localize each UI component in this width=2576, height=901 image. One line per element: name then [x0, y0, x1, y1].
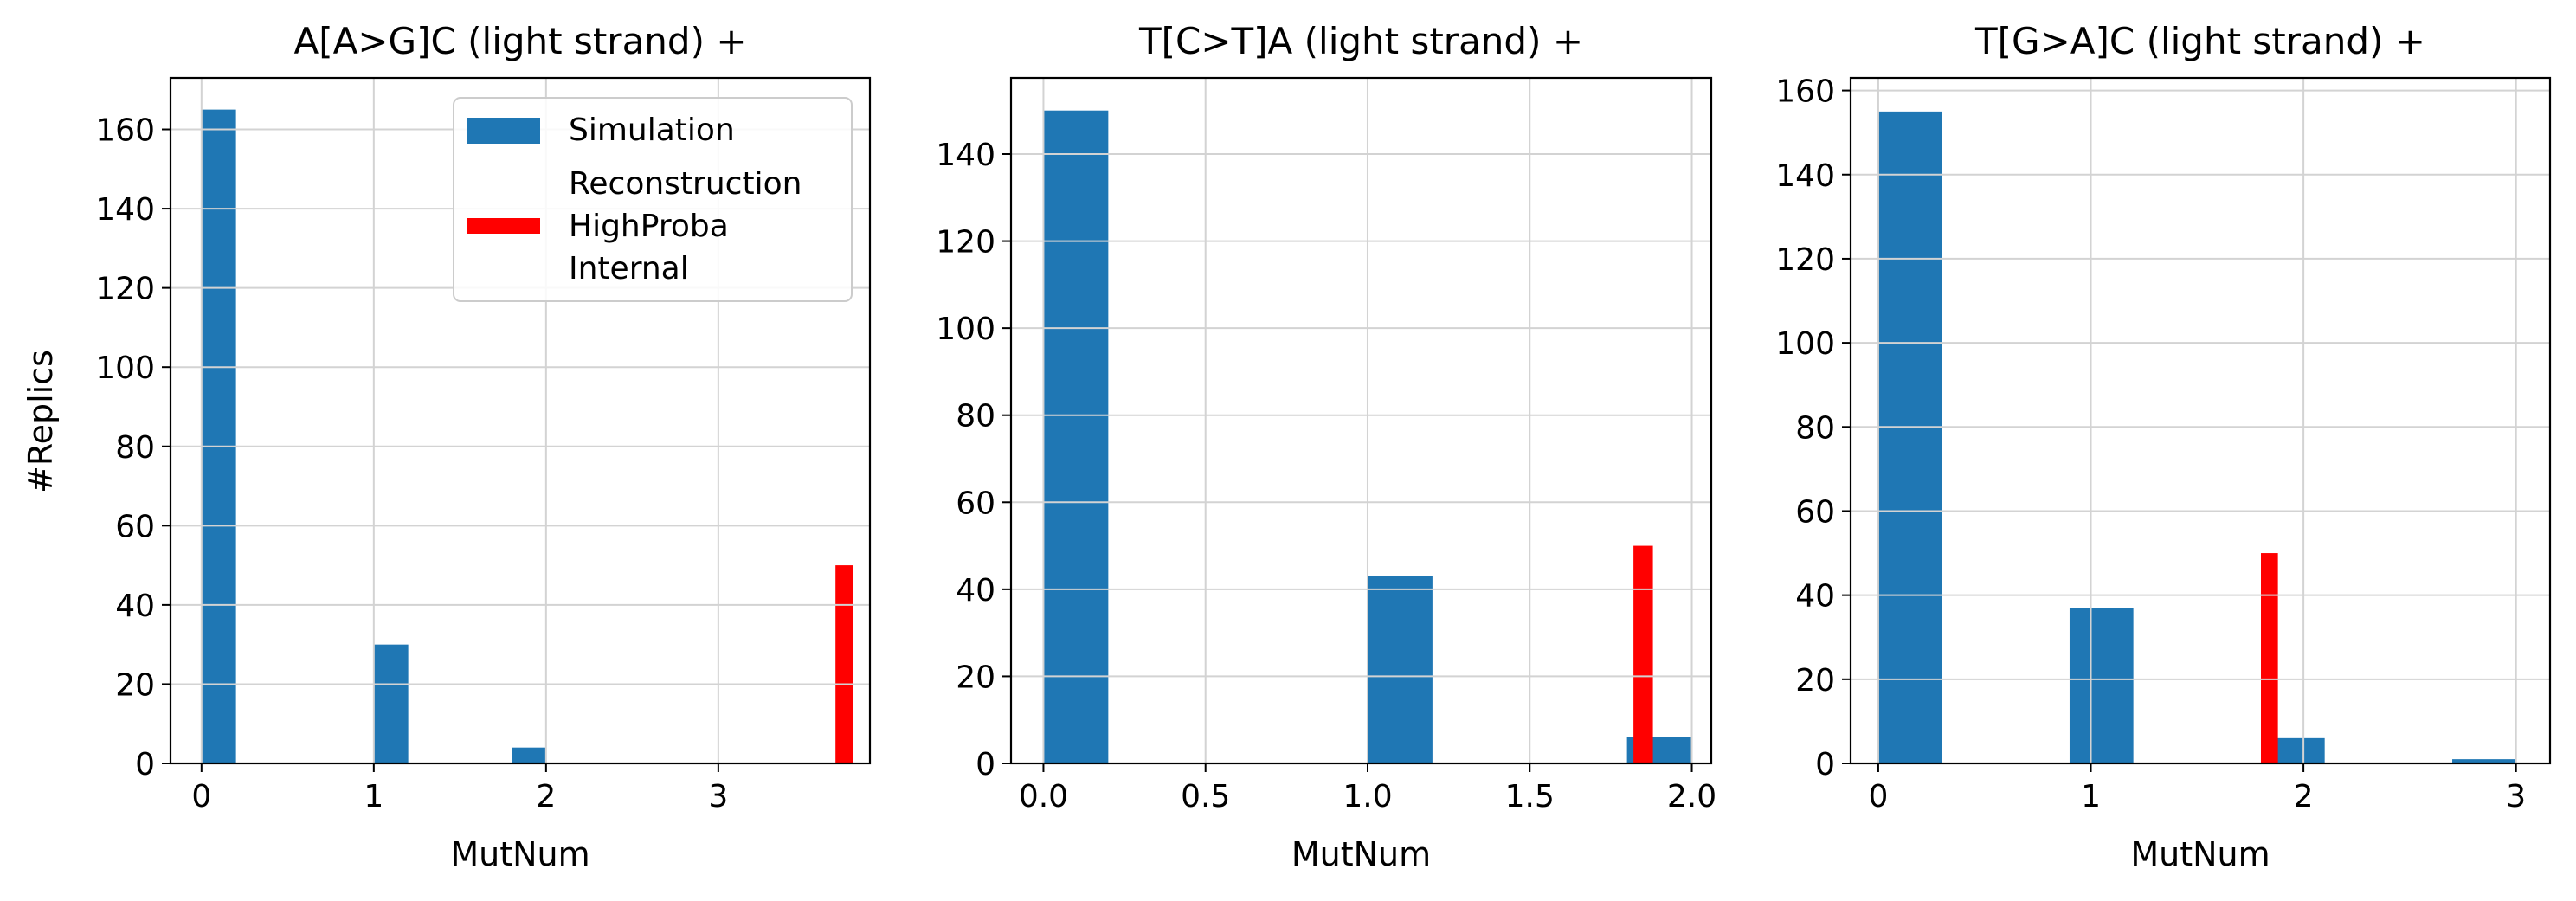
x-tick-label: 1 [364, 779, 383, 814]
figure-ylabel: #Replics [22, 350, 60, 493]
x-axis-label: MutNum [2130, 835, 2270, 873]
simulation-bar [1877, 111, 1942, 764]
y-tick-label: 40 [1795, 579, 1835, 615]
simulation-bar [1043, 110, 1109, 763]
reconstruction-bar [835, 565, 853, 763]
y-tick-label: 60 [1795, 494, 1835, 530]
simulation-bar [512, 747, 546, 763]
x-tick-label: 1 [2081, 779, 2101, 814]
axes-frame [1849, 76, 2552, 765]
y-tick-label: 80 [956, 399, 995, 434]
x-tick-label: 2.0 [1667, 779, 1716, 814]
y-tick-label: 100 [936, 312, 995, 347]
x-tick-label: 0.0 [1019, 779, 1068, 814]
y-tick-label: 60 [956, 486, 995, 521]
y-tick-label: 160 [95, 113, 155, 149]
legend-reconstruction-label: Reconstruction HighProba Internal [569, 166, 802, 286]
simulation-bar [201, 109, 236, 764]
simulation-bar [2452, 759, 2516, 763]
legend-reconstruction-label-line: Internal [569, 251, 689, 286]
legend-simulation-swatch [467, 118, 540, 144]
y-tick-label: 120 [95, 272, 155, 307]
legend-reconstruction-label-line: HighProba [569, 209, 729, 244]
reconstruction-bar [2260, 553, 2278, 763]
x-tick-label: 2 [536, 779, 556, 814]
y-tick-label: 0 [135, 747, 155, 782]
simulation-bar [1367, 576, 1433, 763]
x-axis-label: MutNum [1291, 835, 1431, 873]
x-tick-label: 3 [2506, 779, 2526, 814]
y-tick-label: 0 [976, 747, 995, 782]
chart-title: T[C>T]A (light strand) + [1138, 20, 1583, 62]
x-axis-label: MutNum [450, 835, 589, 873]
legend-reconstruction-label-line: Reconstruction [569, 166, 802, 202]
simulation-bar [2069, 608, 2134, 763]
y-tick-label: 100 [95, 351, 155, 386]
y-tick-label: 0 [1815, 747, 1835, 782]
y-tick-label: 120 [1775, 242, 1835, 278]
y-tick-label: 120 [936, 225, 995, 261]
subplot-3: 0 1 2 3 0 20 40 60 80 100 120 140 160 T[G>A]C (light … [1775, 20, 2552, 873]
x-tick-label: 3 [708, 779, 728, 814]
x-tick-label: 0 [1868, 779, 1888, 814]
y-tick-label: 40 [956, 573, 995, 608]
legend: Simulation Reconstruction HighProba Interna… [453, 97, 853, 302]
y-tick-label: 140 [936, 138, 995, 173]
x-tick-label: 0.5 [1181, 779, 1230, 814]
y-tick-label: 40 [115, 589, 155, 624]
y-tick-label: 140 [95, 192, 155, 228]
y-tick-label: 80 [1795, 410, 1835, 446]
y-tick-label: 20 [1795, 663, 1835, 698]
x-tick-label: 1.5 [1505, 779, 1555, 814]
y-tick-label: 20 [115, 667, 155, 703]
chart-title: T[G>A]C (light strand) + [1974, 20, 2425, 62]
subplot-2: 0.0 0.5 1.0 1.5 2.0 0 20 40 60 80 100 120 140 T[C>T]A… [936, 20, 1716, 873]
simulation-bar [373, 644, 409, 763]
axes-frame [1009, 76, 1713, 765]
x-tick-label: 0 [191, 779, 211, 814]
legend-simulation-label: Simulation [569, 113, 735, 148]
y-tick-label: 80 [115, 430, 155, 466]
reconstruction-bar [1633, 545, 1653, 763]
chart-title: A[A>G]C (light strand) + [293, 20, 746, 62]
y-tick-label: 160 [1775, 74, 1835, 110]
y-tick-label: 100 [1775, 326, 1835, 362]
x-tick-label: 2 [2294, 779, 2314, 814]
axes-frame [169, 76, 872, 765]
y-tick-label: 140 [1775, 158, 1835, 194]
y-tick-label: 20 [956, 660, 995, 695]
y-tick-label: 60 [115, 509, 155, 544]
legend-box [453, 97, 853, 302]
x-tick-label: 1.0 [1343, 779, 1392, 814]
